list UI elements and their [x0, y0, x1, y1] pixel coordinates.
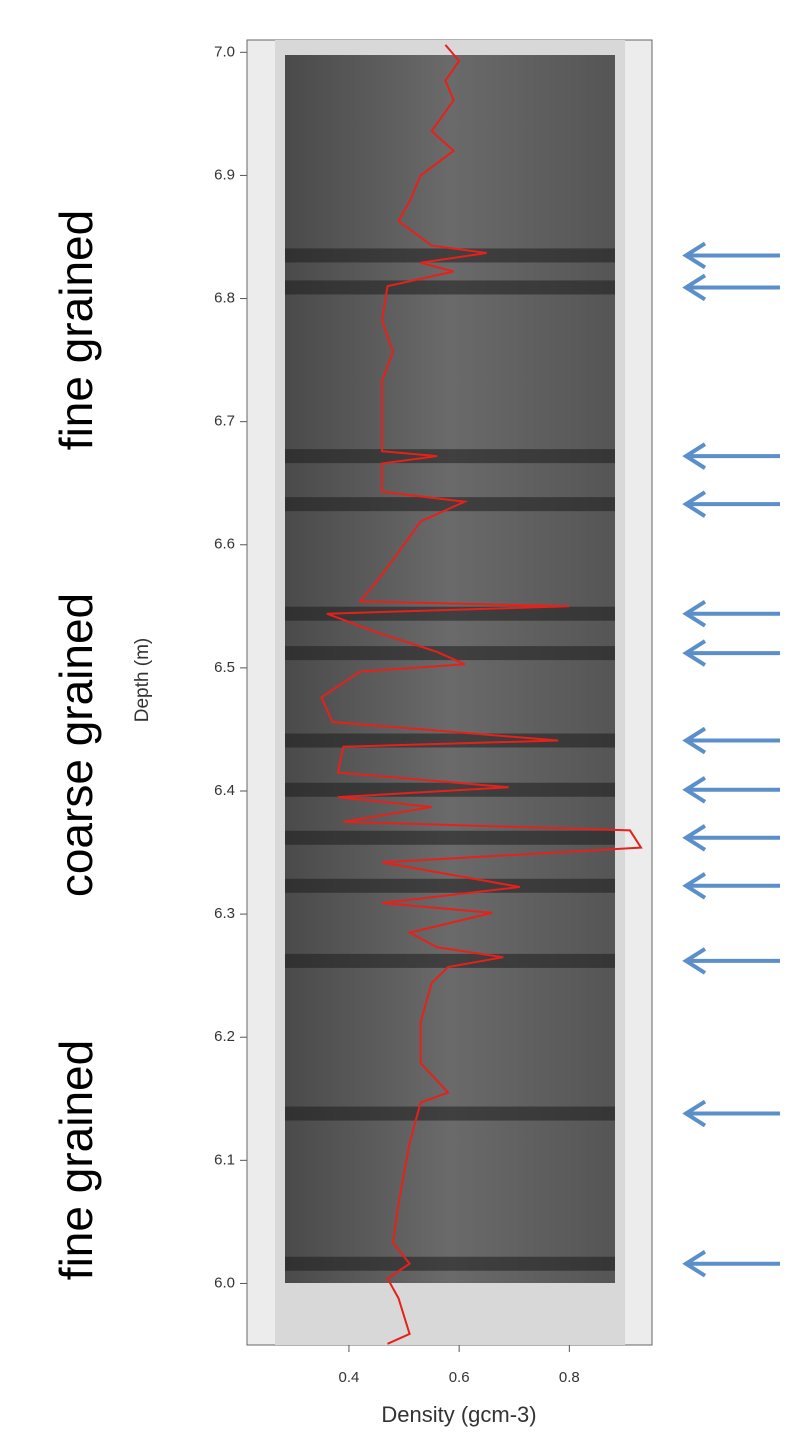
- dark-band: [285, 830, 615, 845]
- arrow-head: [682, 442, 707, 470]
- arrow-head: [682, 1099, 707, 1128]
- arrow-head: [682, 600, 707, 628]
- y-tick-label: 6.6: [214, 536, 235, 553]
- arrow-head: [682, 824, 707, 852]
- x-tick-label: 0.4: [339, 1369, 360, 1386]
- y-tick-label: 6.2: [214, 1028, 235, 1045]
- arrow-head: [682, 726, 707, 755]
- dark-band: [285, 449, 615, 464]
- core-image: [285, 55, 615, 1283]
- dark-band: [285, 1106, 615, 1121]
- y-axis-label: Depth (m): [132, 638, 153, 722]
- y-tick-label: 6.4: [214, 782, 235, 799]
- dark-band: [285, 497, 615, 512]
- dark-band: [285, 280, 615, 295]
- annotation: coarse grained: [50, 593, 102, 897]
- density-line: [320, 44, 643, 1345]
- arrow-head: [682, 273, 707, 302]
- x-tick-label: 0.6: [449, 1369, 470, 1386]
- y-tick-label: 6.8: [214, 290, 235, 307]
- arrow-head: [682, 776, 707, 804]
- dark-band: [285, 1256, 615, 1271]
- dark-band: [285, 646, 615, 661]
- annotation: fine grained: [50, 1040, 102, 1280]
- dark-band: [285, 878, 615, 893]
- y-tick-label: 6.1: [214, 1151, 235, 1168]
- dark-band: [285, 733, 615, 748]
- arrow-head: [682, 947, 707, 975]
- annotation: fine grained: [50, 210, 102, 450]
- arrow-head: [682, 1250, 707, 1278]
- x-axis-label: Density (gcm-3): [381, 1402, 536, 1427]
- dark-band: [285, 953, 615, 968]
- dark-band: [285, 606, 615, 621]
- y-tick-label: 7.0: [214, 43, 235, 60]
- y-tick-label: 6.7: [214, 413, 235, 430]
- arrow-head: [682, 490, 707, 518]
- arrow-head: [682, 639, 707, 667]
- y-tick-label: 6.9: [214, 166, 235, 183]
- dark-band: [285, 248, 615, 263]
- arrow-head: [682, 241, 707, 270]
- y-tick-label: 6.5: [214, 659, 235, 676]
- y-tick-label: 6.3: [214, 905, 235, 922]
- arrow-head: [682, 872, 707, 900]
- x-tick-label: 0.8: [559, 1369, 580, 1386]
- y-tick-label: 6.0: [214, 1274, 235, 1291]
